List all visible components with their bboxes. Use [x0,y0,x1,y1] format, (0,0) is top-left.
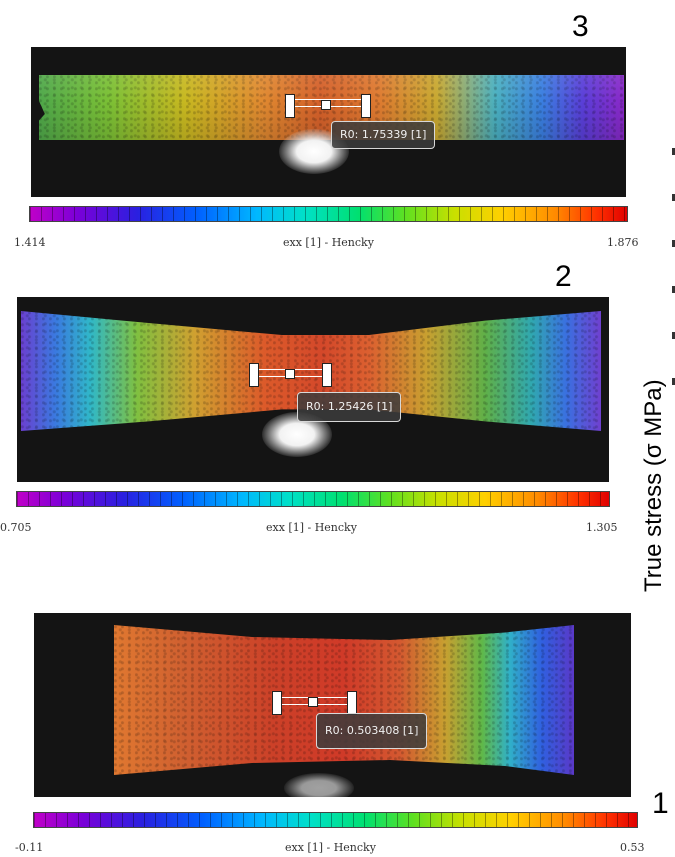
gauge-handle-mid[interactable] [308,697,318,707]
strain-map-image-2: R0: 1.25426 [1] [17,297,609,482]
strain-map-image-3: R0: 1.75339 [1] [31,47,626,197]
edge-tick [672,194,675,201]
colorbar-max-1: 0.53 [620,841,645,854]
specimen-glare [284,773,354,797]
edge-tick [672,148,675,155]
colorbar-3 [29,206,628,222]
edge-tick [672,240,675,247]
gauge-handle-mid[interactable] [285,369,295,379]
panel-label-3: 3 [572,10,589,43]
point-readout-2: R0: 1.25426 [1] [297,392,402,422]
y-axis-title: True stress (σ MPa) [640,379,667,592]
gauge-handle-mid[interactable] [321,100,331,110]
point-readout-1: R0: 0.503408 [1] [316,713,428,749]
colorbar-min-1: -0.11 [15,841,44,854]
colorbar-max-3: 1.876 [607,236,639,249]
gauge-handle-right[interactable] [361,94,371,118]
edge-tick [672,378,675,385]
panel-label-1: 1 [652,787,669,820]
colorbar-title-3: exx [1] - Hencky [283,236,374,249]
specimen-strain-field-1 [114,625,574,775]
strain-map-image-1: R0: 0.503408 [1] [34,613,631,797]
colorbar-min-3: 1.414 [14,236,46,249]
point-readout-3: R0: 1.75339 [1] [331,121,436,149]
colorbar-title-2: exx [1] - Hencky [266,521,357,534]
colorbar-2 [16,491,610,507]
gauge-handle-left[interactable] [272,691,282,715]
colorbar-max-2: 1.305 [586,521,618,534]
edge-tick [672,332,675,339]
colorbar-title-1: exx [1] - Hencky [285,841,376,854]
edge-tick [672,286,675,293]
gauge-handle-left[interactable] [249,363,259,387]
gauge-handle-left[interactable] [285,94,295,118]
colorbar-min-2: 0.705 [0,521,32,534]
panel-label-2: 2 [555,260,572,293]
gauge-handle-right[interactable] [347,691,357,715]
specimen-strain-field-3 [39,75,624,140]
colorbar-1 [33,812,638,828]
gauge-handle-right[interactable] [322,363,332,387]
